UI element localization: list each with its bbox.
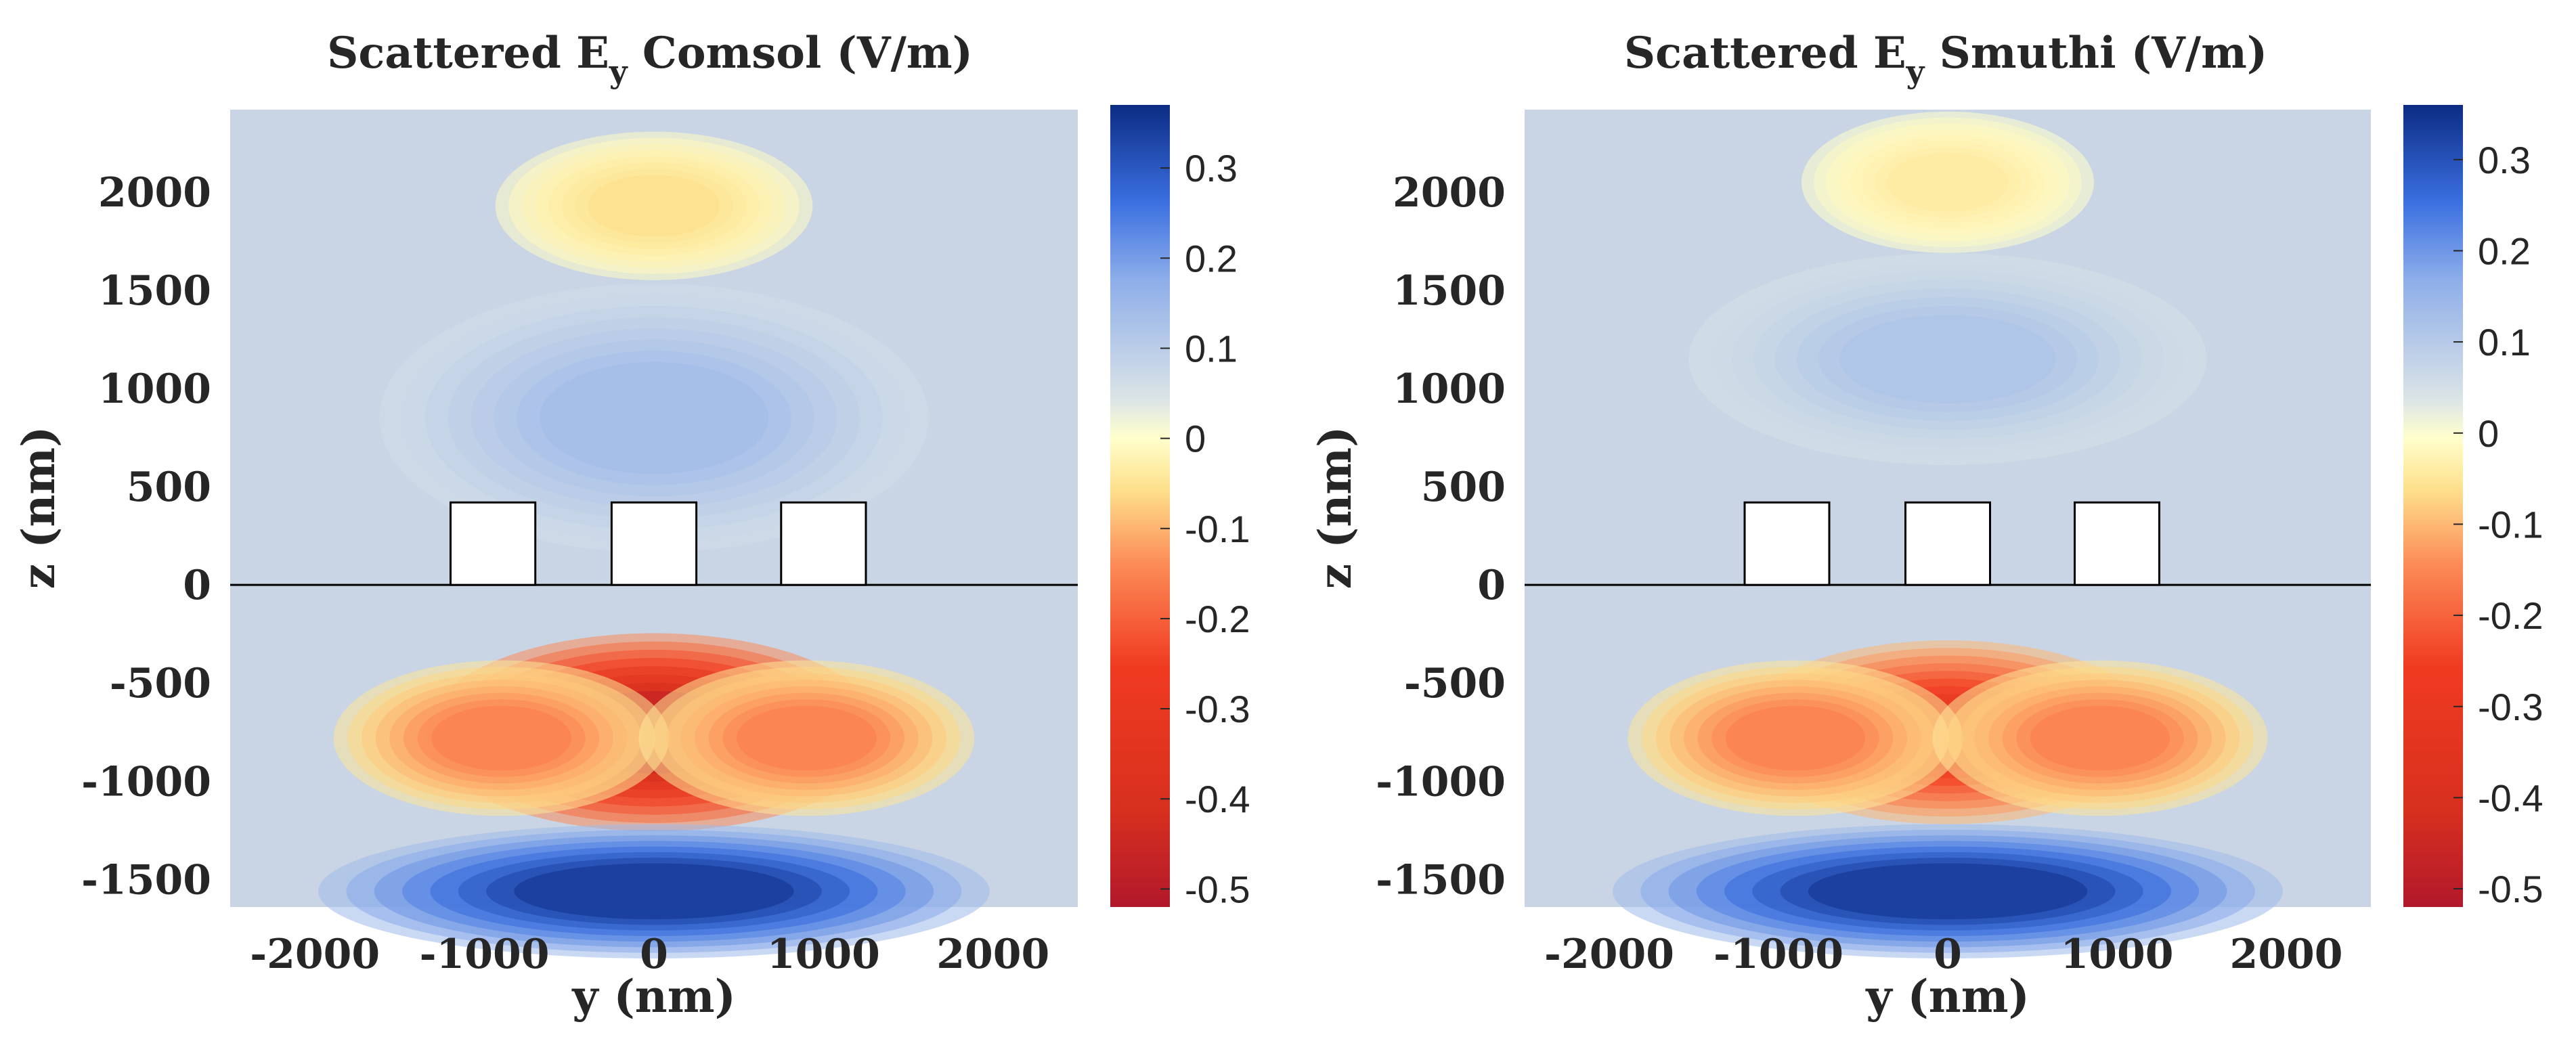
scatterer: [610, 501, 698, 586]
heatmap-plot: [230, 110, 1078, 959]
y-axis-label: z (nm): [12, 426, 65, 590]
y-axis-ticks: 2000 1500 1000 500 0 -500 -1000 -1500: [1376, 169, 1506, 904]
y-tick-label: 2000: [1393, 169, 1506, 217]
field-feature: [638, 660, 975, 816]
colorbar-ticks: 0.3 0.2 0.1 0 -0.1 -0.2 -0.3 -0.4 -0.5: [2453, 139, 2544, 910]
colorbar-tick-label: 0.1: [2478, 321, 2531, 363]
x-tick-label: -1000: [1713, 931, 1843, 978]
colorbar-tick-label: -0.4: [1185, 778, 1250, 820]
colorbar-tick-label: 0: [2478, 412, 2499, 455]
field-feature: [495, 131, 813, 280]
y-tick-label: 2000: [98, 169, 211, 217]
field-feature: [1613, 824, 2283, 959]
colorbar-gradient: [1110, 105, 1170, 907]
scatterer-group: [1743, 501, 2160, 586]
y-tick-label: 0: [183, 562, 211, 609]
scatterer: [450, 501, 537, 586]
field-feature: [1932, 660, 2268, 816]
x-tick-label: 0: [640, 931, 668, 978]
y-axis-label: z (nm): [1309, 426, 1361, 590]
x-tick-label: 1000: [2061, 931, 2174, 978]
colorbar-tick-label: -0.5: [2478, 868, 2544, 910]
contour-level: [514, 863, 794, 920]
field-contours: [1613, 111, 2283, 959]
y-tick-label: 1500: [98, 267, 211, 315]
y-tick-label: 500: [127, 464, 211, 511]
field-feature: [1628, 660, 1963, 816]
y-tick-label: 1000: [1393, 366, 1506, 413]
y-tick-label: 500: [1421, 464, 1506, 511]
chart-title: Scattered Ey Comsol (V/m): [327, 28, 973, 90]
x-axis-ticks: -2000 -1000 0 1000 2000: [1544, 931, 2342, 978]
colorbar-tick-label: 0: [1185, 418, 1206, 460]
x-axis-label: y (nm): [1865, 970, 2030, 1023]
scatterer: [1904, 501, 1991, 586]
colorbar-tick-label: -0.1: [2478, 503, 2544, 546]
colorbar-ticks: 0.3 0.2 0.1 0 -0.1 -0.2 -0.3 -0.4 -0.5: [1160, 147, 1250, 910]
x-tick-label: 2000: [936, 931, 1049, 978]
field-contours: [318, 131, 990, 959]
field-feature: [379, 284, 929, 552]
colorbar-tick-label: -0.4: [2478, 776, 2544, 819]
colorbar: 0.3 0.2 0.1 0 -0.1 -0.2 -0.3 -0.4 -0.5: [2403, 105, 2544, 910]
smuthi-panel: Scattered Ey Smuthi (V/m) -2000 -1000 0 100…: [1309, 28, 2544, 1023]
comsol-panel: Scattered Ey Comsol (V/m) -2000 -1000 0 100…: [12, 28, 1250, 1023]
y-tick-label: -500: [1404, 660, 1506, 707]
y-tick-label: -500: [110, 660, 211, 707]
colorbar-tick-label: 0.2: [2478, 229, 2531, 272]
x-axis-ticks: -2000 -1000 0 1000 2000: [250, 931, 1049, 978]
contour-level: [1808, 863, 2088, 920]
heatmap-plot: [1525, 110, 2371, 959]
colorbar-tick-label: -0.5: [1185, 868, 1250, 910]
x-tick-label: 2000: [2230, 931, 2343, 978]
y-tick-label: -1500: [1376, 856, 1506, 904]
y-tick-label: -1000: [81, 758, 211, 805]
y-tick-label: 1000: [98, 366, 211, 413]
field-feature: [333, 660, 670, 816]
scatterer: [780, 501, 867, 586]
colorbar-tick-label: 0.3: [1185, 147, 1238, 190]
colorbar-tick-label: -0.1: [1185, 508, 1250, 550]
x-tick-label: 1000: [767, 931, 880, 978]
field-feature: [318, 824, 990, 959]
scatterer: [2074, 501, 2160, 586]
y-tick-label: -1500: [81, 856, 211, 904]
colorbar-tick-label: 0.3: [2478, 139, 2531, 181]
colorbar-tick-label: 0.1: [1185, 327, 1238, 370]
x-tick-label: 0: [1934, 931, 1962, 978]
contour-level: [1725, 705, 1866, 771]
colorbar: 0.3 0.2 0.1 0 -0.1 -0.2 -0.3 -0.4 -0.5: [1110, 105, 1250, 910]
x-tick-label: -2000: [250, 931, 380, 978]
scatterer-group: [450, 501, 867, 586]
y-tick-label: -1000: [1376, 758, 1506, 805]
y-tick-label: 1500: [1393, 267, 1506, 315]
field-feature: [1688, 252, 2207, 466]
colorbar-tick-label: 0.2: [1185, 237, 1238, 280]
colorbar-tick-label: -0.3: [1185, 688, 1250, 730]
colorbar-tick-label: -0.2: [1185, 598, 1250, 640]
colorbar-tick-label: -0.2: [2478, 594, 2544, 637]
x-tick-label: -1000: [420, 931, 550, 978]
contour-level: [539, 361, 769, 474]
contour-level: [737, 705, 877, 771]
contour-level: [1887, 152, 2009, 212]
contour-level: [431, 705, 571, 771]
scatterer: [1743, 501, 1831, 586]
colorbar-tick-label: -0.3: [2478, 686, 2544, 728]
y-tick-label: 0: [1477, 562, 1506, 609]
x-tick-label: -2000: [1544, 931, 1674, 978]
contour-level: [1839, 315, 2056, 403]
field-feature: [1802, 111, 2094, 253]
x-axis-label: y (nm): [571, 970, 736, 1023]
contour-level: [588, 175, 720, 237]
y-axis-ticks: 2000 1500 1000 500 0 -500 -1000 -1500: [81, 169, 211, 904]
contour-level: [2030, 705, 2170, 771]
chart-title: Scattered Ey Smuthi (V/m): [1624, 28, 2267, 90]
colorbar-gradient: [2403, 105, 2463, 907]
